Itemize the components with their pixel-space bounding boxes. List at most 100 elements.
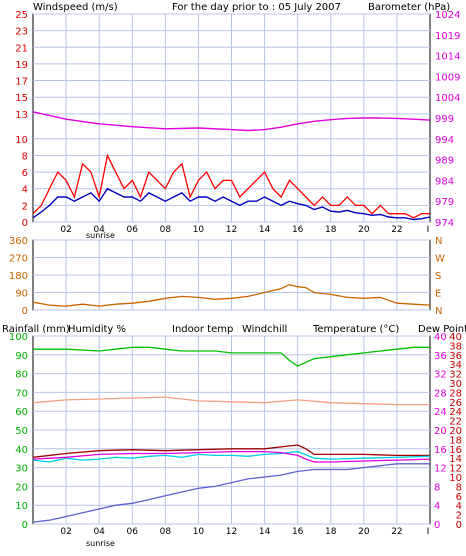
p3-ytick-hum-10: 10 <box>15 501 28 512</box>
p1-xtick-10: 10 <box>193 225 205 235</box>
p3-series-2-line <box>32 444 430 458</box>
p3-ytick-dew-14: 14 <box>449 454 462 465</box>
p3-series-1-line <box>32 396 430 406</box>
p3-ytick-temp-24: 24 <box>434 407 447 418</box>
p3-ytick-temp-28: 28 <box>434 388 447 399</box>
p3-series-4-line <box>32 450 431 463</box>
chart-title: For the day prior to : 05 July 2007 <box>172 2 341 13</box>
p3-ytick-temp-16: 16 <box>434 445 447 456</box>
p3-xtick-22: 22 <box>391 527 402 537</box>
p3-ytick-dew-38: 38 <box>449 341 462 352</box>
sunrise-label-bottom: sunrise <box>86 539 115 548</box>
p2-ytick-left-180: 180 <box>9 271 28 282</box>
p1-series-1-line <box>32 187 431 221</box>
p1-ytick-left-25: 25 <box>15 10 28 21</box>
p1-ytick-right-1024: 1024 <box>435 10 460 21</box>
p1-ytick-left-17: 17 <box>15 77 28 88</box>
p3-ytick-hum-100: 100 <box>9 332 28 343</box>
p1-ytick-right-1019: 1019 <box>435 31 460 42</box>
p3-ytick-dew-10: 10 <box>449 473 462 484</box>
p3-ytick-hum-30: 30 <box>15 464 28 475</box>
p1-ytick-right-974: 974 <box>435 218 454 229</box>
p3-ytick-dew-12: 12 <box>449 464 462 475</box>
p1-ytick-left-4: 4 <box>22 185 28 196</box>
p3-ytick-temp-20: 20 <box>434 426 447 437</box>
p1-xtick-16: 16 <box>292 225 304 235</box>
p3-ytick-temp-40: 40 <box>434 332 447 343</box>
p1-xtick-12: 12 <box>226 225 237 235</box>
p1-xtick-02: 02 <box>60 225 71 235</box>
p1-series-0-line <box>32 153 430 219</box>
p3-ytick-dew-22: 22 <box>449 417 462 428</box>
p3-ytick-dew-4: 4 <box>456 501 462 512</box>
p1-xtick-08: 08 <box>160 225 172 235</box>
legend-temperature: Temperature (°C) <box>312 324 399 335</box>
p1-ytick-left-21: 21 <box>15 43 28 54</box>
p2-ytick-right-2: S <box>435 271 441 282</box>
p1-ytick-left-19: 19 <box>15 60 28 71</box>
p3-ytick-dew-36: 36 <box>449 351 462 362</box>
p3-ytick-dew-20: 20 <box>449 426 462 437</box>
p1-ytick-right-1014: 1014 <box>435 52 460 63</box>
p3-ytick-dew-18: 18 <box>449 435 462 446</box>
p2-ytick-left-270: 270 <box>9 254 28 265</box>
p3-ytick-hum-90: 90 <box>15 351 28 362</box>
legend-dewpoint: Dew Point <box>418 324 466 335</box>
p1-ytick-right-994: 994 <box>435 135 454 146</box>
p3-xtick-06: 06 <box>127 527 139 537</box>
p3-xtick-14: 14 <box>259 527 271 537</box>
p3-ytick-hum-80: 80 <box>15 370 28 381</box>
p3-ytick-dew-28: 28 <box>449 388 462 399</box>
p1-ytick-left-0: 0 <box>22 218 28 229</box>
p1-ytick-left-13: 13 <box>15 110 28 121</box>
p2-ytick-right-3: W <box>435 254 445 265</box>
p1-ytick-right-984: 984 <box>435 176 454 187</box>
p3-series-5-line <box>32 463 430 523</box>
p3-xtick-08: 08 <box>160 527 172 537</box>
p1-ytick-right-999: 999 <box>435 114 454 125</box>
p3-ytick-dew-8: 8 <box>456 482 462 493</box>
p3-ytick-temp-12: 12 <box>434 464 447 475</box>
p1-ytick-left-15: 15 <box>15 93 28 104</box>
p1-xtick-20: 20 <box>358 225 370 235</box>
p3-xtick-16: 16 <box>292 527 304 537</box>
p3-ytick-dew-26: 26 <box>449 398 462 409</box>
p3-series-0-line <box>33 346 430 367</box>
p2-ytick-right-1: E <box>435 289 441 300</box>
p1-xtick-06: 06 <box>127 225 139 235</box>
p3-ytick-dew-2: 2 <box>456 511 462 522</box>
p2-ytick-right-0: N <box>435 306 442 317</box>
barometer-axis-title: Barometer (hPa) <box>368 2 450 13</box>
p3-ytick-dew-40: 40 <box>449 332 462 343</box>
p1-ytick-right-979: 979 <box>435 197 454 208</box>
p3-xtick-20: 20 <box>358 527 370 537</box>
p3-xtick-18: 18 <box>325 527 337 537</box>
p3-ytick-dew-16: 16 <box>449 445 462 456</box>
p3-xtick-12: 12 <box>226 527 237 537</box>
p3-ytick-dew-24: 24 <box>449 407 462 418</box>
p1-ytick-right-989: 989 <box>435 156 454 167</box>
chart-marks-layer: 0246810131517192123259749799849899949991… <box>9 10 462 537</box>
p3-ytick-hum-40: 40 <box>15 445 28 456</box>
p1-ytick-left-8: 8 <box>22 151 28 162</box>
p3-series-3-line <box>32 450 431 463</box>
p3-ytick-temp-4: 4 <box>434 501 440 512</box>
p3-ytick-hum-70: 70 <box>15 388 28 399</box>
p1-series-2-line <box>32 111 431 132</box>
legend-windchill: Windchill <box>242 324 287 335</box>
legend-humidity: Humidity % <box>68 324 126 335</box>
p3-ytick-dew-6: 6 <box>456 492 462 503</box>
p3-ytick-hum-50: 50 <box>15 426 28 437</box>
p2-ytick-left-0: 0 <box>22 306 28 317</box>
p2-ytick-left-90: 90 <box>15 289 28 300</box>
p3-ytick-hum-20: 20 <box>15 482 28 493</box>
p1-ytick-left-23: 23 <box>15 27 28 38</box>
p2-series-0-line <box>32 284 431 307</box>
p3-ytick-hum-60: 60 <box>15 407 28 418</box>
p3-xend-marker: I <box>427 527 430 537</box>
p1-xtick-04: 04 <box>93 225 105 235</box>
p3-xtick-02: 02 <box>60 527 71 537</box>
p1-xtick-14: 14 <box>259 225 271 235</box>
p3-ytick-temp-0: 0 <box>434 520 440 531</box>
